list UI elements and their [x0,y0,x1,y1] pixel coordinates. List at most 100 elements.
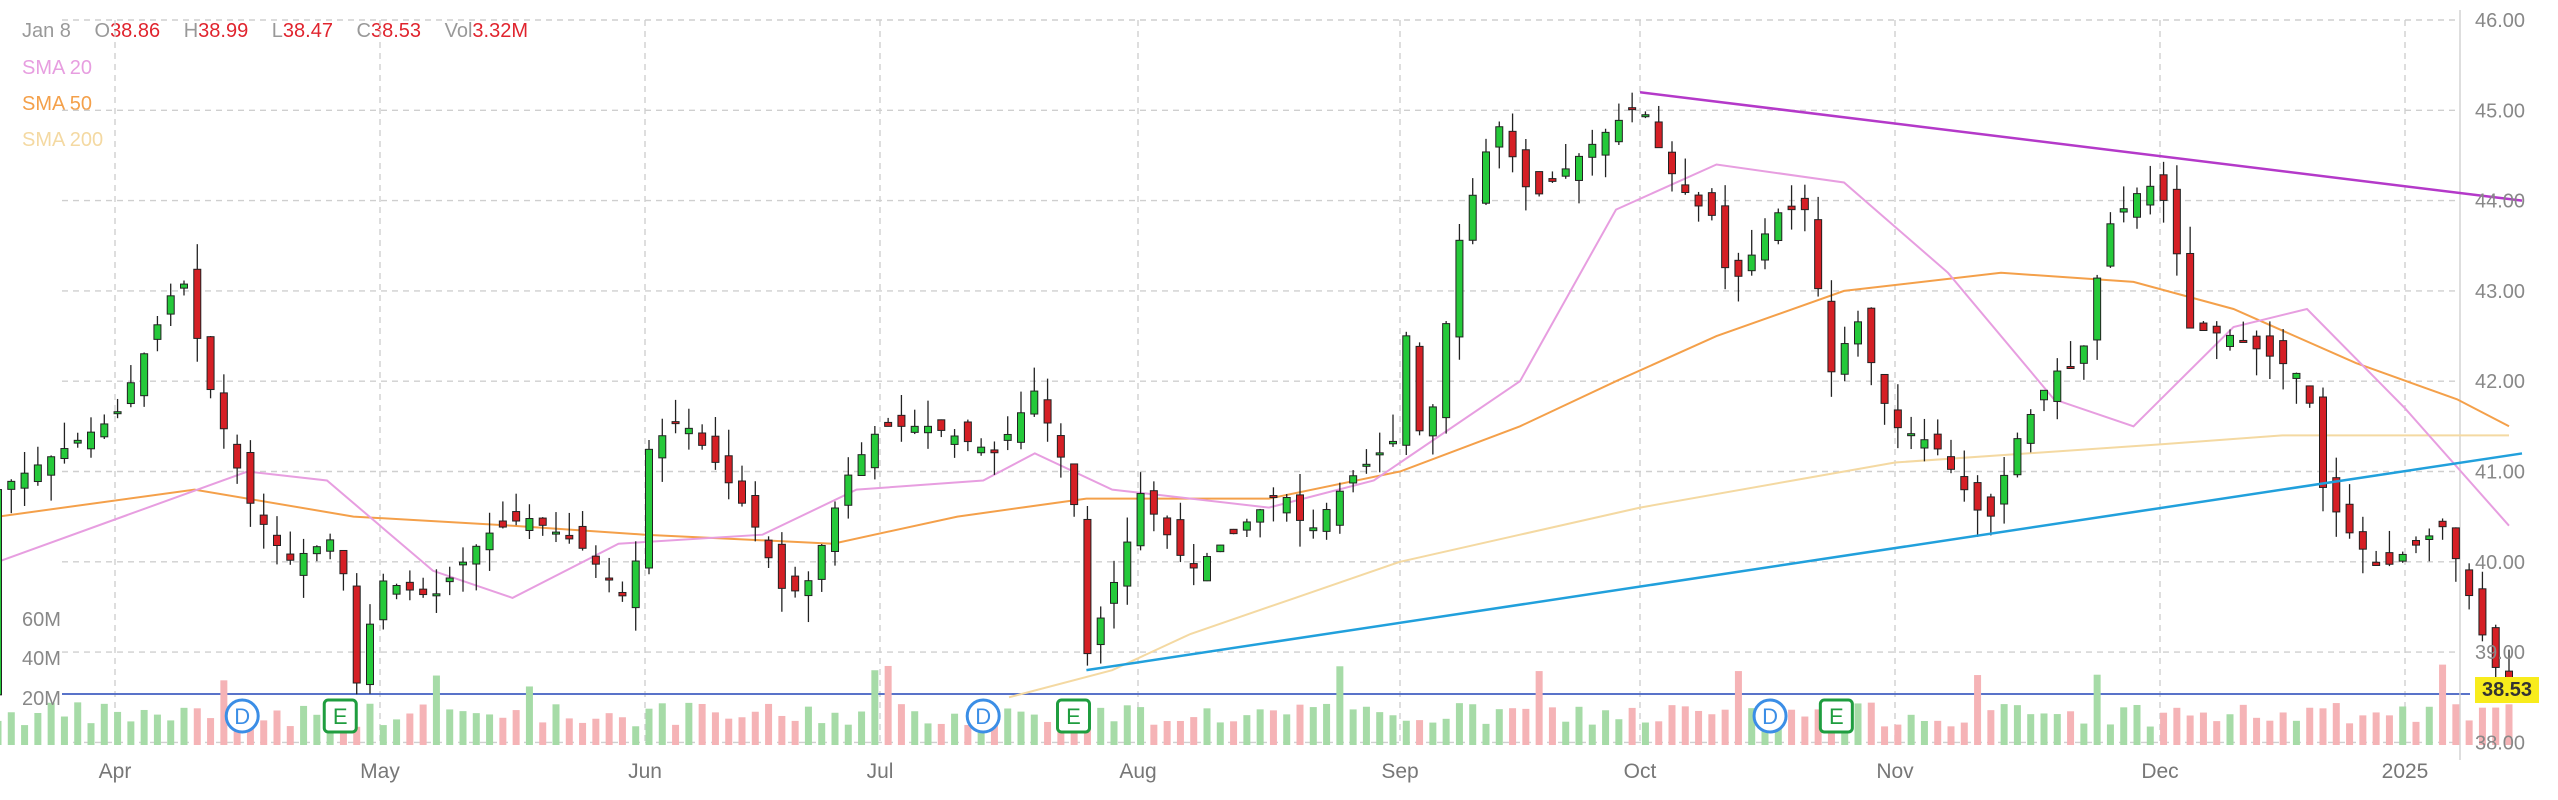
volume-bar [2346,723,2354,745]
candle-body [2292,372,2301,379]
volume-bar [1947,726,1955,745]
volume-bar [47,702,55,745]
volume-bar [1708,714,1716,745]
volume-bar [618,717,626,745]
sma20-line [0,163,2510,599]
volume-bar [2199,712,2207,745]
candle-body [126,382,135,405]
candle-body [1003,433,1012,441]
candle-body [605,577,614,581]
volume-bar [300,705,308,745]
y-tick-label: 41.00 [2475,462,2525,484]
grid [62,10,2470,760]
volume-bar [207,718,215,745]
x-tick-label: Aug [1119,760,1156,783]
candle-body [1455,239,1464,338]
candle-body [1973,482,1982,511]
volume-bar [765,703,773,745]
earnings-marker-label: E [333,704,348,729]
volume-bar [1535,671,1543,745]
candle-body [738,480,746,504]
dividend-marker [965,698,1001,734]
volume-bar [100,703,108,745]
candle-body [2465,569,2474,597]
volume-bar [2452,704,2460,745]
volume-bar [552,704,560,745]
dividend-marker [1752,698,1788,734]
candle-body [498,520,507,528]
volume-bar [1402,720,1410,745]
candle-body [1747,254,1756,272]
volume-bar [1110,721,1118,745]
volume-bar [2173,707,2181,745]
volume-bar [1588,724,1596,745]
volume-bar [1416,720,1424,745]
sma200-legend[interactable]: SMA 200 [22,129,104,151]
close-label: C [356,20,371,42]
volume-bar [2292,720,2300,745]
candle-body [591,555,600,565]
candle-body [1096,617,1105,646]
volume-bar [1934,720,1942,745]
volume-bar [2465,720,2473,745]
candle-body [2425,535,2434,540]
volume-bar [884,665,892,745]
candle-body [1189,563,1198,569]
volume-bar [2186,715,2194,745]
candle-body [2133,193,2141,218]
sma50-legend[interactable]: SMA 50 [22,93,93,115]
candle-body [1960,476,1969,491]
volume-bar [1774,719,1782,745]
volume-bar [2053,714,2061,745]
volume-bar [539,722,547,745]
candle-body [1707,192,1716,216]
candle-body [1734,259,1743,277]
trend-lines[interactable] [1086,90,2523,672]
candle-body [2079,345,2088,364]
volume-bar [2239,704,2247,745]
low-value: 38.47 [282,20,333,42]
volume-bar [778,715,786,745]
candle-body [1017,412,1025,443]
candle-body [1787,205,1796,211]
candle-body [1575,155,1583,181]
candle-body [1149,490,1158,515]
volume-axis: 60M 40M 20M [22,609,61,710]
volume-bar [353,726,361,745]
volume-bar [2253,717,2261,745]
candle-body [472,545,481,565]
candle-body [100,423,109,438]
candle-body [7,480,16,490]
volume-bar [964,724,972,745]
sma20-legend[interactable]: SMA 20 [22,57,93,79]
x-tick-label: Jul [867,760,894,783]
volume-bar [1097,707,1105,745]
candle-body [1588,143,1597,158]
volume-bar [858,711,866,745]
lower-trend-line [1086,452,2523,672]
candles [0,92,2513,702]
candle-body [219,392,228,430]
volume-bar [339,724,347,745]
candle-body [233,443,242,469]
x-tick-label: Dec [2141,760,2178,783]
volume-bar [1004,708,1012,745]
candle-body [2186,252,2195,329]
candle-body [1854,321,1862,345]
volume-bar [2133,704,2141,745]
volume-bar [1522,708,1530,745]
volume-bar [1190,717,1198,745]
volume-bar [937,723,945,745]
volume-bar [1376,712,1384,745]
candle-body [817,544,826,580]
volume-bar [2478,707,2486,745]
candle-body [419,588,428,596]
candle-body [2265,335,2274,357]
candle-body [2212,325,2221,334]
volume-bar [632,726,640,745]
candle-body [2106,223,2115,267]
volume-bar [1814,709,1822,745]
candle-body [1163,517,1172,536]
